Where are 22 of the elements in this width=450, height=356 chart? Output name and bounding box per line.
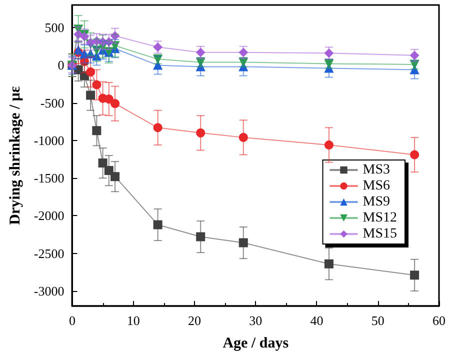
x-tick-label: 60	[432, 313, 446, 328]
y-tick-label: -500	[40, 95, 64, 110]
x-tick-label: 40	[310, 313, 324, 328]
y-tick-label: -1000	[34, 132, 64, 148]
y-axis-title: Drying shrinkage / με	[8, 86, 24, 225]
y-tick-label: -1500	[34, 170, 64, 186]
x-tick-label: 0	[68, 313, 76, 328]
x-axis-title: Age / days	[222, 336, 289, 352]
legend-label: MS3	[362, 162, 390, 178]
x-tick-label: 30	[249, 313, 262, 328]
x-tick-label: 20	[188, 313, 201, 328]
x-tick-label: 50	[371, 313, 384, 328]
legend-label: MS15	[362, 226, 397, 242]
legend-label: MS6	[362, 178, 390, 194]
legend-label: MS9	[362, 194, 390, 210]
y-tick-label: -3000	[34, 283, 64, 298]
y-tick-label: 0	[58, 58, 64, 73]
legend-label: MS12	[362, 210, 397, 226]
y-tick-label: -2500	[34, 246, 64, 261]
x-tick-label: 10	[126, 313, 140, 328]
y-tick-label: -2000	[34, 208, 64, 224]
y-tick-label: 500	[44, 20, 64, 36]
